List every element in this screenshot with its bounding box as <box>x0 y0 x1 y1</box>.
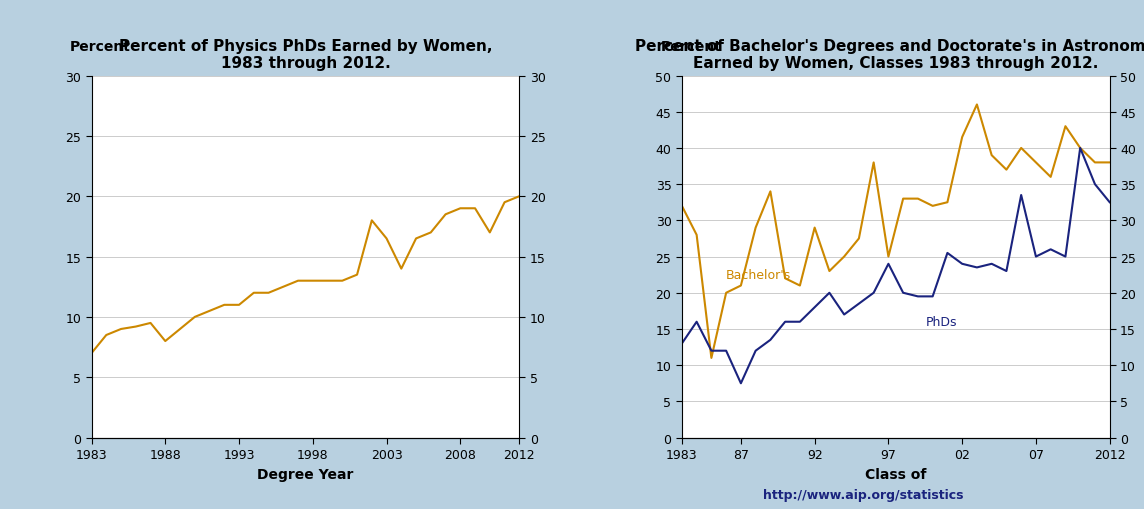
Text: PhDs: PhDs <box>925 316 956 329</box>
Text: http://www.aip.org/statistics: http://www.aip.org/statistics <box>763 489 964 501</box>
Text: Bachelor's: Bachelor's <box>726 269 792 281</box>
Title: Percent of Bachelor's Degrees and Doctorate's in Astronomy
Earned by Women, Clas: Percent of Bachelor's Degrees and Doctor… <box>635 39 1144 71</box>
Title: Percent of Physics PhDs Earned by Women,
1983 through 2012.: Percent of Physics PhDs Earned by Women,… <box>119 39 492 71</box>
Text: Percent: Percent <box>660 40 722 54</box>
X-axis label: Degree Year: Degree Year <box>257 467 353 480</box>
X-axis label: Class of: Class of <box>865 467 927 480</box>
Text: Percent: Percent <box>70 40 132 54</box>
